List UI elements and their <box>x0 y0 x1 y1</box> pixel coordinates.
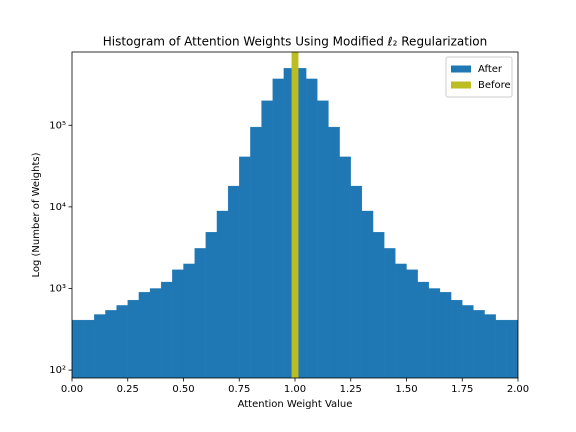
histogram-bar <box>72 319 84 378</box>
y-tick-label: 10⁵ <box>49 120 66 131</box>
y-axis-label: Log (Number of Weights) <box>31 152 42 277</box>
histogram-bar <box>473 310 485 378</box>
y-tick-label: 10² <box>49 365 66 376</box>
plot-area <box>72 52 518 378</box>
histogram-bar <box>127 299 140 378</box>
histogram-bar <box>339 156 351 378</box>
y-tick-label: 10⁴ <box>49 202 66 213</box>
histogram-bar <box>194 248 206 378</box>
histogram-bar <box>239 156 251 378</box>
histogram-bar <box>462 305 474 378</box>
x-tick-label: 1.00 <box>284 384 306 395</box>
histogram-bar <box>506 319 518 378</box>
histogram-bar <box>261 100 273 378</box>
histogram-bar <box>205 232 218 378</box>
histogram-bar <box>372 232 385 378</box>
histogram-bar <box>350 185 363 378</box>
histogram-bar <box>216 210 229 378</box>
histogram-bar <box>395 263 407 378</box>
x-tick-label: 0.50 <box>172 384 194 395</box>
histogram-bar <box>172 269 184 378</box>
histogram-bar <box>384 248 396 378</box>
legend-swatch <box>451 65 471 73</box>
x-tick-label: 1.50 <box>395 384 417 395</box>
legend-label: After <box>478 64 503 75</box>
histogram-bar <box>272 78 285 378</box>
x-tick-label: 0.75 <box>228 384 250 395</box>
y-tick-label: 10³ <box>49 283 66 294</box>
histogram-bar <box>83 319 95 378</box>
histogram-bar <box>495 319 508 378</box>
histogram-bar <box>161 281 173 378</box>
histogram-bar <box>361 210 374 378</box>
histogram-bar <box>328 126 340 378</box>
x-tick-label: 1.25 <box>340 384 362 395</box>
histogram-bar <box>406 269 418 378</box>
histogram-bar <box>250 126 262 378</box>
histogram-bar <box>291 52 299 378</box>
x-tick-label: 2.00 <box>507 384 529 395</box>
histogram-bar <box>149 288 162 378</box>
histogram-bar <box>417 281 429 378</box>
x-tick-label: 0.00 <box>61 384 83 395</box>
histogram-bar <box>138 292 151 378</box>
histogram-bar <box>317 100 329 378</box>
histogram-bar <box>227 185 240 378</box>
histogram-bar <box>116 305 128 378</box>
legend-swatch <box>451 81 471 89</box>
histogram-bar <box>183 263 195 378</box>
legend-label: Before <box>478 80 511 91</box>
chart-title: Histogram of Attention Weights Using Mod… <box>103 35 488 49</box>
x-tick-label: 1.75 <box>451 384 473 395</box>
histogram-bar <box>105 310 117 378</box>
histogram-bar <box>484 314 496 378</box>
histogram-bar <box>450 299 463 378</box>
x-tick-label: 0.25 <box>117 384 139 395</box>
x-axis-label: Attention Weight Value <box>238 399 353 410</box>
legend-box <box>445 56 513 98</box>
histogram-bar <box>428 288 441 378</box>
histogram-bar <box>305 78 318 378</box>
histogram-bar <box>94 314 106 378</box>
histogram-bar <box>439 292 452 378</box>
